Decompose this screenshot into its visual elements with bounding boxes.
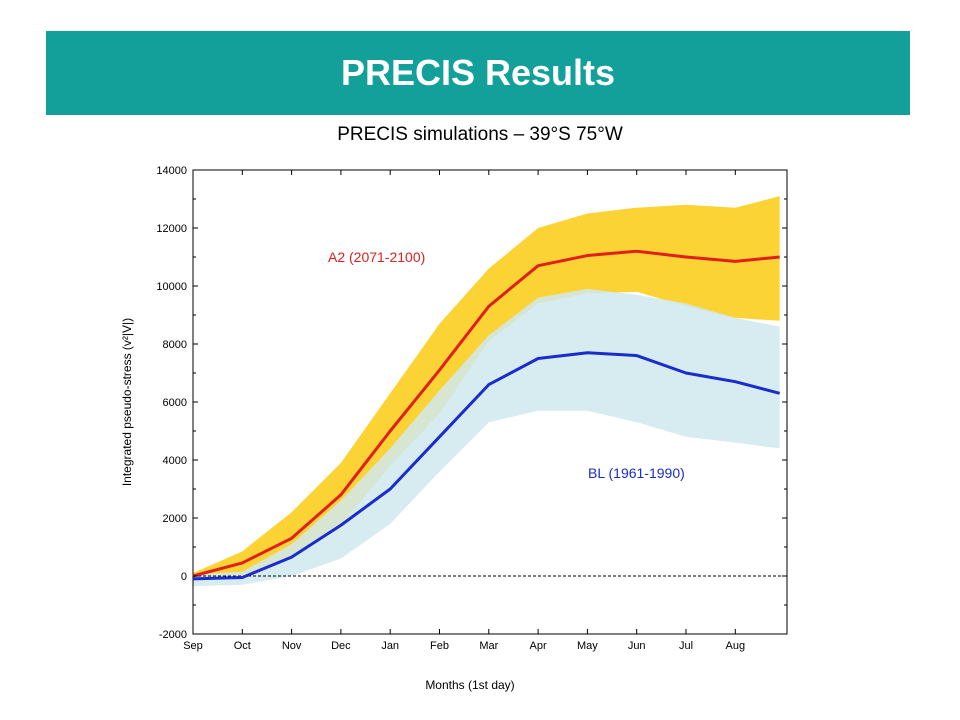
series-labels: A2 (2071-2100) BL (1961-1990) xyxy=(328,249,685,481)
uncertainty-bands xyxy=(193,196,780,587)
x-tick-label: Jan xyxy=(381,640,399,652)
line-a2 xyxy=(192,249,780,578)
x-tick-label: Nov xyxy=(282,640,302,652)
title-banner: PRECIS Results xyxy=(46,31,910,115)
x-tick-label: Feb xyxy=(430,640,449,652)
x-tick-label: May xyxy=(577,640,598,652)
y-tick-label: -2000 xyxy=(159,629,187,641)
series-label-bl: BL (1961-1990) xyxy=(588,465,685,481)
y-tick-label: 4000 xyxy=(163,455,187,467)
y-tick-label: 10000 xyxy=(156,281,187,293)
x-tick-label: Oct xyxy=(234,640,251,652)
x-tick-label: Dec xyxy=(331,640,351,652)
x-axis-title: Months (1st day) xyxy=(425,678,514,692)
y-tick-label: 0 xyxy=(181,571,187,583)
y-tick-label: 8000 xyxy=(163,339,187,351)
x-axis: Sep Oct Nov Dec Jan Feb Mar Apr May Jun Jul Aug xyxy=(183,170,745,652)
x-tick-label: Mar xyxy=(479,640,498,652)
x-tick-label: Sep xyxy=(183,640,203,652)
series-lines xyxy=(192,249,781,581)
band-bl xyxy=(193,288,780,587)
x-tick-label: Apr xyxy=(530,640,547,652)
band-a2 xyxy=(193,196,780,579)
x-tick-label: Aug xyxy=(726,640,746,652)
y-tick-label: 14000 xyxy=(156,165,187,177)
x-tick-label: Jun xyxy=(628,640,646,652)
chart-title: PRECIS simulations – 39°S 75°W xyxy=(337,124,623,145)
slide-title: PRECIS Results xyxy=(340,52,616,93)
line-bl xyxy=(192,351,781,581)
y-axis: -2000 0 2000 4000 6000 8000 10000 12000 14000 xyxy=(156,165,787,641)
x-tick-label: Jul xyxy=(679,640,693,652)
y-axis-title: Integrated pseudo-stress (v²|V|) xyxy=(120,318,134,486)
series-label-a2: A2 (2071-2100) xyxy=(328,249,425,265)
y-tick-label: 12000 xyxy=(156,223,187,235)
y-tick-label: 6000 xyxy=(163,397,187,409)
y-tick-label: 2000 xyxy=(163,513,187,525)
